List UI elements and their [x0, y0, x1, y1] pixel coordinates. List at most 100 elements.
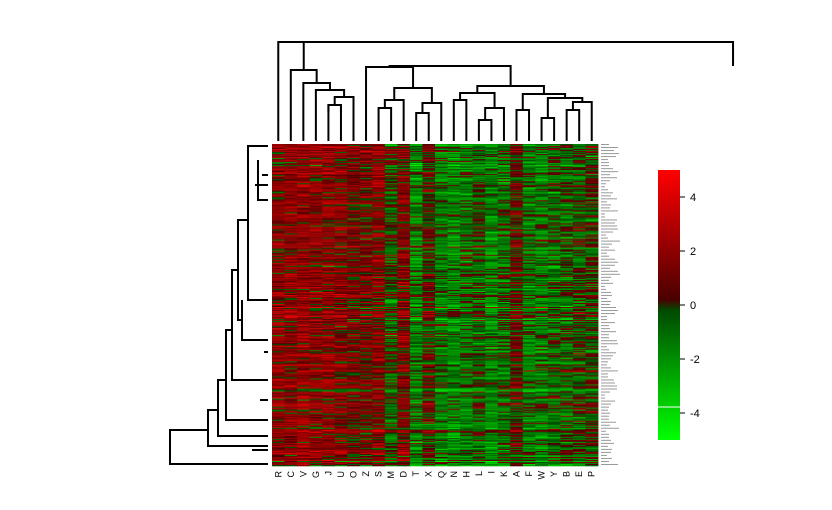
- heatmap-cell: [547, 226, 561, 228]
- heatmap-cell: [522, 174, 536, 176]
- heatmap-cell: [272, 154, 285, 156]
- heatmap-cell: [309, 328, 323, 330]
- heatmap-cell: [272, 334, 285, 336]
- heatmap-cell: [384, 254, 398, 256]
- heatmap-cell: [522, 171, 536, 173]
- heatmap-cell: [284, 331, 298, 333]
- heatmap-cell: [409, 302, 423, 305]
- heatmap-cell: [334, 233, 348, 235]
- heatmap-cell: [485, 258, 499, 261]
- heatmap-cell: [460, 192, 474, 194]
- heatmap-cell: [347, 176, 361, 178]
- heatmap-cell: [560, 146, 574, 148]
- heatmap-cell: [572, 281, 586, 284]
- heatmap-cell: [272, 298, 285, 301]
- heatmap-cell: [460, 266, 474, 269]
- heatmap-cell: [535, 198, 549, 200]
- heatmap-cell: [422, 264, 436, 267]
- heatmap-cell: [547, 318, 561, 320]
- heatmap-cell: [560, 172, 574, 174]
- heatmap-cell: [297, 222, 311, 224]
- heatmap-cell: [435, 197, 448, 199]
- heatmap-cell: [334, 199, 348, 201]
- heatmap-cell: [435, 330, 448, 332]
- heatmap-cell: [309, 306, 323, 308]
- heatmap-cell: [497, 224, 511, 226]
- heatmap-cell: [447, 209, 461, 211]
- heatmap-cell: [397, 185, 411, 187]
- heatmap-cell: [359, 200, 373, 202]
- heatmap-cell: [535, 324, 549, 326]
- heatmap-cell: [472, 293, 486, 296]
- heatmap-cell: [560, 196, 574, 198]
- heatmap-cell: [284, 246, 298, 248]
- heatmap-cell: [309, 184, 323, 186]
- heatmap-cell: [309, 255, 323, 257]
- heatmap-cell: [472, 157, 486, 159]
- heatmap-cell: [547, 158, 561, 160]
- heatmap-cell: [497, 305, 511, 307]
- heatmap-cell: [272, 197, 285, 199]
- heatmap-cell: [359, 328, 373, 330]
- heatmap-cell: [572, 156, 586, 158]
- heatmap-cell: [322, 293, 336, 296]
- heatmap-cell: [372, 236, 386, 238]
- heatmap-cell: [422, 275, 436, 278]
- heatmap-cell: [585, 326, 599, 328]
- heatmap-cell: [585, 158, 599, 160]
- heatmap-cell: [322, 185, 336, 187]
- heatmap-cell: [322, 165, 336, 167]
- heatmap-cell: [334, 283, 348, 286]
- heatmap-cell: [472, 283, 486, 286]
- heatmap-cell: [435, 243, 448, 245]
- heatmap-cell: [284, 271, 298, 274]
- heatmap-cell: [522, 289, 536, 292]
- heatmap-cell: [497, 194, 511, 196]
- heatmap-cell: [347, 150, 361, 152]
- heatmap-cell: [547, 270, 561, 273]
- heatmap-cell: [472, 243, 486, 245]
- heatmap-cell: [322, 308, 336, 310]
- heatmap-cell: [585, 259, 599, 262]
- heatmap-cell: [510, 269, 524, 272]
- heatmap-cell: [547, 173, 561, 175]
- heatmap-cell: [409, 324, 423, 326]
- heatmap-cell: [572, 196, 586, 198]
- heatmap-cell: [334, 255, 348, 257]
- heatmap-cell: [485, 203, 499, 205]
- heatmap-cell: [435, 336, 448, 338]
- heatmap-cell: [309, 227, 323, 229]
- heatmap-cell: [560, 248, 574, 250]
- heatmap-cell: [547, 251, 561, 253]
- heatmap-cell: [272, 224, 285, 226]
- heatmap-cell: [334, 318, 348, 320]
- heatmap-cell: [472, 164, 486, 166]
- heatmap-cell: [547, 212, 561, 214]
- heatmap-cell: [472, 207, 486, 209]
- heatmap-cell: [585, 282, 599, 285]
- heatmap-cell: [297, 330, 311, 332]
- heatmap-cell: [510, 254, 524, 256]
- heatmap-cell: [460, 280, 474, 283]
- heatmap-cell: [497, 167, 511, 169]
- heatmap-cell: [460, 166, 474, 168]
- heatmap-cell: [397, 228, 411, 230]
- heatmap-cell: [547, 289, 561, 292]
- heatmap-cell: [497, 242, 511, 244]
- heatmap-cell: [435, 218, 448, 220]
- heatmap-cell: [284, 234, 298, 236]
- heatmap-cell: [422, 286, 436, 289]
- heatmap-cell: [447, 237, 461, 239]
- heatmap-cell: [460, 329, 474, 331]
- heatmap-cell: [397, 274, 411, 277]
- heatmap-cell: [359, 144, 373, 146]
- heatmap-cell: [309, 154, 323, 156]
- heatmap-cell: [535, 206, 549, 208]
- heatmap-cell: [572, 188, 586, 190]
- heatmap-cell: [409, 247, 423, 249]
- heatmap-cell: [334, 191, 348, 193]
- heatmap-cell: [384, 232, 398, 234]
- heatmap-cell: [510, 309, 524, 311]
- heatmap-cell: [435, 212, 448, 214]
- heatmap-cell: [560, 255, 574, 257]
